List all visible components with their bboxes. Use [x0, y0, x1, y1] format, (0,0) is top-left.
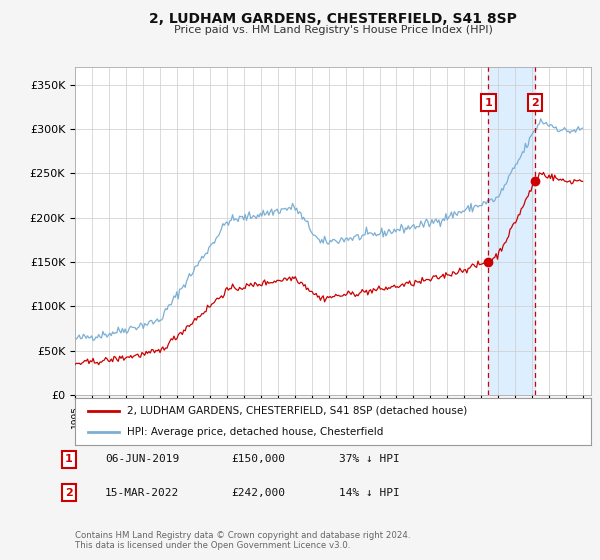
Text: 15-MAR-2022: 15-MAR-2022 [105, 488, 179, 498]
Text: HPI: Average price, detached house, Chesterfield: HPI: Average price, detached house, Ches… [127, 427, 383, 437]
Text: 2: 2 [65, 488, 73, 498]
Text: 1: 1 [484, 97, 492, 108]
Text: £242,000: £242,000 [231, 488, 285, 498]
Text: Price paid vs. HM Land Registry's House Price Index (HPI): Price paid vs. HM Land Registry's House … [173, 25, 493, 35]
Text: 2: 2 [531, 97, 539, 108]
Text: 37% ↓ HPI: 37% ↓ HPI [339, 454, 400, 464]
Text: 2, LUDHAM GARDENS, CHESTERFIELD, S41 8SP (detached house): 2, LUDHAM GARDENS, CHESTERFIELD, S41 8SP… [127, 406, 467, 416]
Bar [488, 67, 535, 395]
Text: 2, LUDHAM GARDENS, CHESTERFIELD, S41 8SP: 2, LUDHAM GARDENS, CHESTERFIELD, S41 8SP [149, 12, 517, 26]
Text: 06-JUN-2019: 06-JUN-2019 [105, 454, 179, 464]
Text: 14% ↓ HPI: 14% ↓ HPI [339, 488, 400, 498]
Text: 1: 1 [65, 454, 73, 464]
Text: Contains HM Land Registry data © Crown copyright and database right 2024.
This d: Contains HM Land Registry data © Crown c… [75, 530, 410, 550]
Text: £150,000: £150,000 [231, 454, 285, 464]
